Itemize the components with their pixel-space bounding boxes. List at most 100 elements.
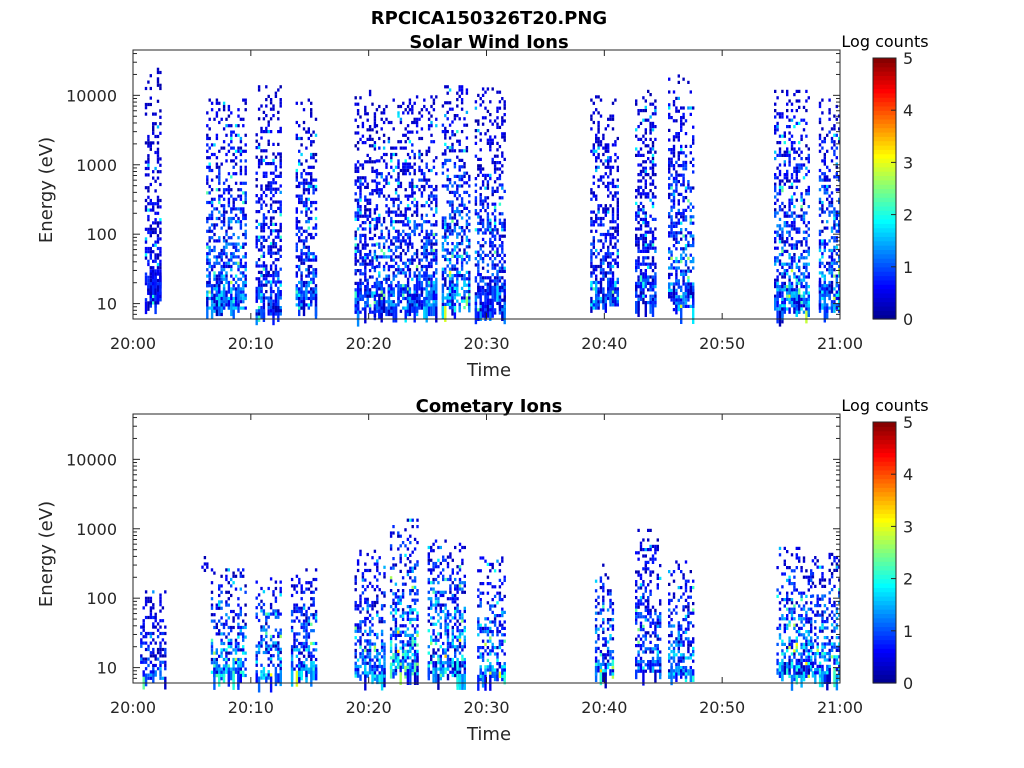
heatmap-cell [805,240,808,244]
heatmap-cell [651,125,655,129]
heatmap-cell [639,109,643,113]
heatmap-cell [230,236,233,240]
heatmap-cell [807,262,810,266]
heatmap-cell [222,300,226,304]
heatmap-cell [425,181,428,185]
heatmap-cell [635,259,638,263]
heatmap-cell [477,164,480,168]
heatmap-cell [206,261,209,265]
heatmap-cell [213,306,216,310]
heatmap-cell [272,216,275,220]
heatmap-cell [159,298,162,302]
heatmap-cell [793,115,796,119]
heatmap-cell [232,625,235,630]
heatmap-cell [611,271,615,275]
heatmap-cell [818,136,822,141]
heatmap-cell [435,210,438,214]
heatmap-cell [227,197,231,201]
heatmap-cell [272,142,275,146]
heatmap-cell [406,216,410,221]
heatmap-cell [774,237,777,241]
heatmap-cell [408,232,412,237]
heatmap-cell [826,184,829,189]
heatmap-cell [616,191,619,195]
heatmap-cell [783,288,786,292]
heatmap-cell [420,108,424,112]
heatmap-cell [425,165,428,169]
heatmap-cell [474,196,478,200]
heatmap-cell [677,151,680,155]
heatmap-cell [677,192,680,196]
heatmap-cell [680,237,683,241]
heatmap-cell [687,244,690,248]
heatmap-cell [373,189,377,193]
heatmap-cell [672,180,676,184]
heatmap-cell [430,114,433,118]
heatmap-cell [404,133,407,137]
heatmap-cell [227,143,231,147]
heatmap-cell [390,309,393,313]
heatmap-cell [602,232,605,237]
heatmap-cell [269,101,273,105]
heatmap-cell [218,149,221,153]
heatmap-cell [265,104,268,108]
heatmap-cell [830,200,834,205]
heatmap-cell [373,224,377,228]
heatmap-cell [210,248,214,253]
heatmap-cell [826,133,829,137]
heatmap-cell [373,249,377,253]
heatmap-cell [592,245,595,249]
heatmap-cell [279,174,282,178]
heatmap-cell [144,641,148,645]
heatmap-cell [312,293,315,297]
heatmap-cell [218,673,221,687]
heatmap-cell [783,221,786,225]
heatmap-cell [453,174,457,178]
heatmap-cell [682,304,685,308]
heatmap-cell [399,293,403,297]
heatmap-cell [366,253,369,257]
heatmap-cell [491,87,494,91]
heatmap-cell [144,275,148,283]
heatmap-cell [260,155,263,159]
heatmap-cell [821,287,824,291]
heatmap-cell [354,243,357,247]
heatmap-cell [795,176,798,180]
heatmap-cell [378,213,381,217]
heatmap-cell [432,248,436,253]
heatmap-cell [692,221,695,225]
heatmap-cell [684,260,688,264]
heatmap-cell [493,170,497,174]
heatmap-cell [392,252,395,256]
heatmap-cell [635,102,638,106]
heatmap-cell [444,222,447,226]
heatmap-cell [830,204,834,208]
heatmap-cells [140,518,841,693]
heatmap-cell [227,581,230,585]
heatmap-cell [213,248,216,253]
heatmap-cell [783,160,786,164]
heatmap-cell [644,173,647,177]
heatmap-cell [312,277,315,281]
heatmap-cell [677,282,680,286]
heatmap-cell [807,275,810,279]
heatmap-cell [359,224,362,228]
heatmap-cell [479,186,482,190]
heatmap-cell [390,197,393,201]
heatmap-cell [394,236,398,240]
heatmap-cell [354,144,357,148]
heatmap-cell [274,200,278,204]
heatmap-cell [465,277,469,281]
heatmap-cell [232,287,235,291]
heatmap-cell [486,141,490,145]
heatmap-cell [300,252,303,256]
colorbar-segment [873,253,896,259]
heatmap-cell [260,136,263,140]
heatmap-cell [218,306,221,317]
heatmap-cell [692,266,695,270]
heatmap-cell [411,229,414,233]
heatmap-cell [453,162,457,166]
heatmap-cell [795,185,798,189]
heatmap-cell [460,101,464,105]
heatmap-cell [394,210,398,214]
